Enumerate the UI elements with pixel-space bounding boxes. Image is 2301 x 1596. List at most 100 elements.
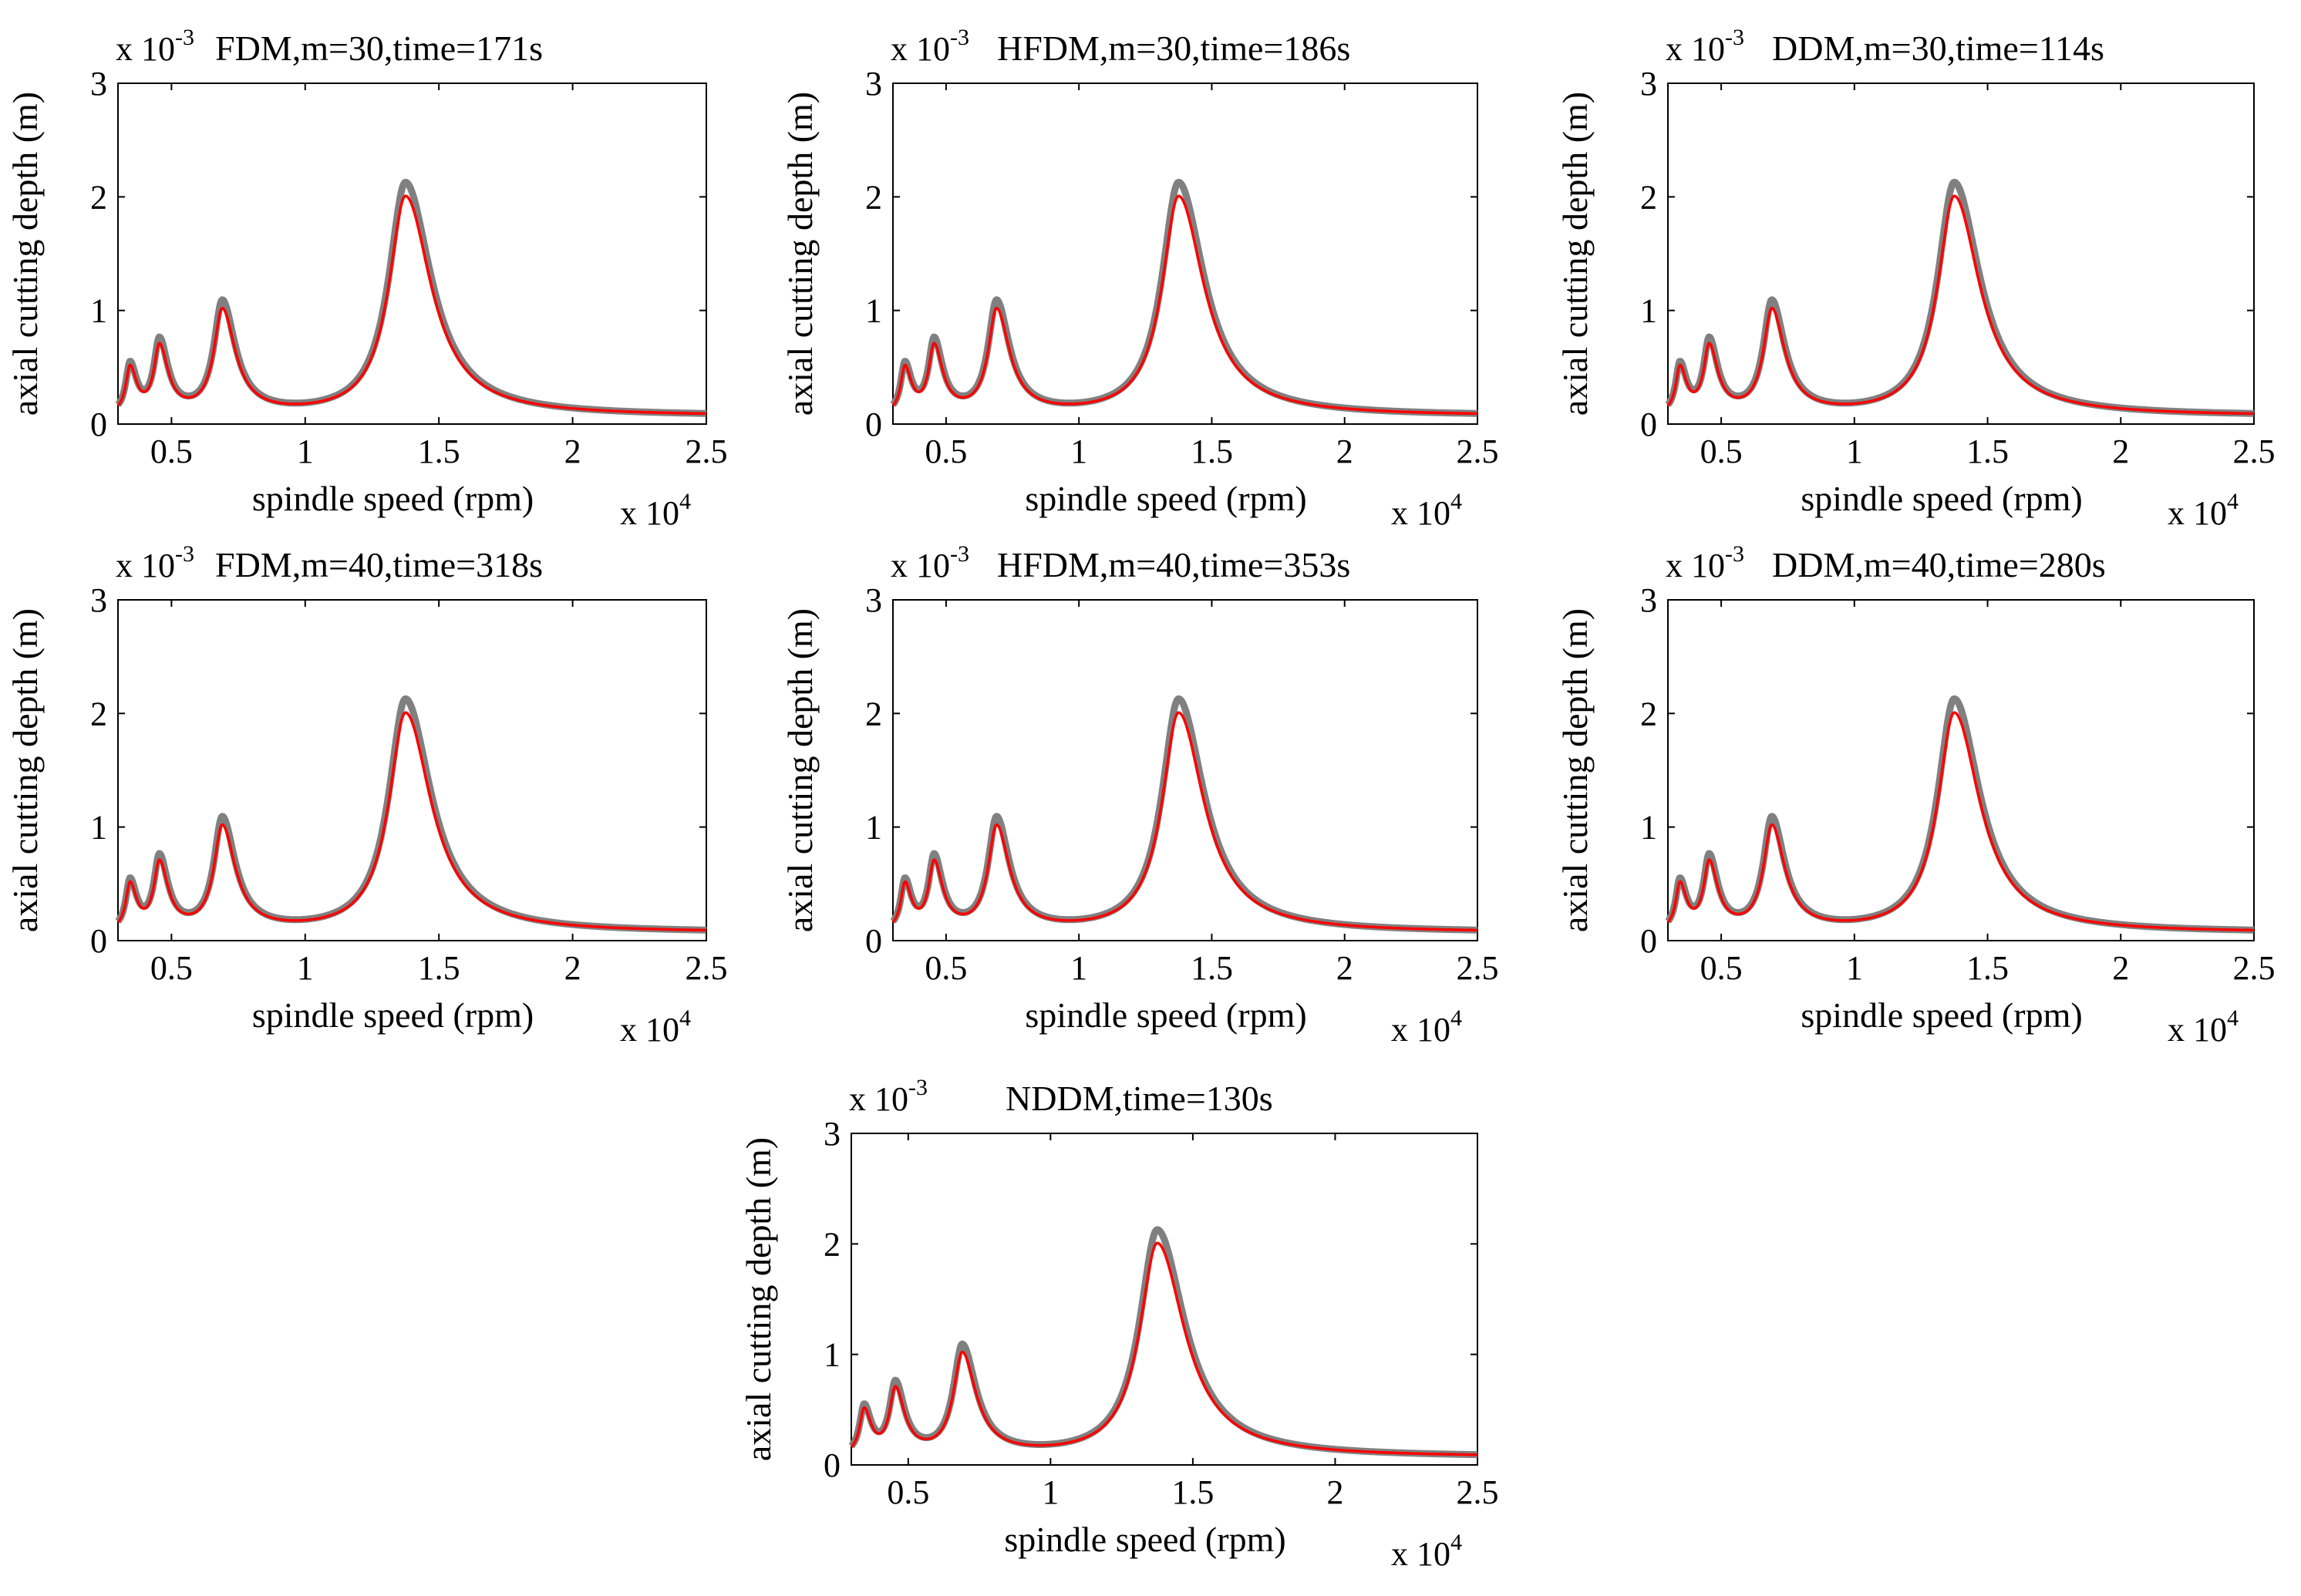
chart-title: FDM,m=40,time=318s <box>215 545 543 584</box>
plot-frame <box>1667 82 2255 425</box>
plot-frame <box>892 599 1478 941</box>
x-tick-label: 0.5 <box>925 433 967 470</box>
x-tick-label: 1 <box>1846 949 1863 987</box>
chart-title: HFDM,m=40,time=353s <box>997 545 1350 584</box>
y-axis-label: axial cutting depth (m) <box>780 608 820 932</box>
x-tick-label: 1.5 <box>1171 1473 1214 1511</box>
y-axis-label: axial cutting depth (m) <box>1555 92 1595 416</box>
x-axis-label: spindle speed (rpm) <box>1025 995 1306 1035</box>
x-axis-label: spindle speed (rpm) <box>1025 479 1306 518</box>
y-tick-label: 1 <box>90 292 107 330</box>
x-tick-label: 1.5 <box>1191 949 1233 987</box>
y-tick-label: 0 <box>865 922 882 960</box>
y-tick-label: 2 <box>865 178 882 216</box>
x-tick-label: 1 <box>297 949 314 987</box>
y-multiplier: x 10-3 <box>891 25 969 68</box>
chart-panel-4: 0.5 1 1.5 2 2.5 0 1 2 3 axial cutting depth (m) sp… <box>5 541 728 1049</box>
series-line-reference <box>891 711 1478 932</box>
x-tick-label: 2.5 <box>686 949 728 987</box>
series-line-reference <box>891 194 1478 416</box>
y-multiplier: x 10-3 <box>1666 25 1744 68</box>
x-tick-label: 2 <box>1336 433 1353 470</box>
x-multiplier: x 104 <box>1391 1005 1462 1049</box>
y-tick-label: 0 <box>90 406 107 443</box>
y-tick-label: 2 <box>1640 178 1657 216</box>
y-tick-label: 1 <box>90 809 107 847</box>
y-tick-label: 0 <box>824 1446 841 1484</box>
chart-title: DDM,m=40,time=280s <box>1772 545 2106 584</box>
y-tick-label: 1 <box>824 1336 841 1374</box>
y-multiplier: x 10-3 <box>1666 541 1744 584</box>
x-axis-label: spindle speed (rpm) <box>1801 995 2082 1035</box>
x-axis-label: spindle speed (rpm) <box>1004 1520 1285 1559</box>
x-tick-label: 2 <box>1336 949 1353 987</box>
x-tick-label: 2.5 <box>2233 433 2276 470</box>
x-tick-label: 2 <box>2112 949 2129 987</box>
y-axis-label: axial cutting depth (m) <box>5 92 45 416</box>
chart-panel-2: 0.5 1 1.5 2 2.5 0 1 2 3 axial cutting depth (m) sp… <box>780 25 1499 532</box>
x-tick-label: 1 <box>1070 433 1087 470</box>
x-multiplier: x 104 <box>620 489 691 532</box>
x-tick-label: 1.5 <box>418 433 460 470</box>
y-tick-label: 3 <box>1640 581 1657 619</box>
x-multiplier: x 104 <box>1391 489 1462 532</box>
y-tick-label: 3 <box>824 1115 841 1153</box>
x-multiplier: x 104 <box>1391 1530 1462 1573</box>
y-tick-label: 3 <box>865 65 882 103</box>
chart-title: DDM,m=30,time=114s <box>1772 29 2104 68</box>
x-tick-label: 1 <box>1846 433 1863 470</box>
series-line-reference <box>1666 711 2255 932</box>
x-tick-label: 2 <box>564 949 581 987</box>
chart-panel-3: 0.5 1 1.5 2 2.5 0 1 2 3 axial cutting depth (m) sp… <box>1555 25 2276 532</box>
x-axis-label: spindle speed (rpm) <box>252 479 534 518</box>
x-tick-label: 2 <box>2112 433 2129 470</box>
x-tick-label: 1 <box>1070 949 1087 987</box>
x-tick-label: 2.5 <box>686 433 728 470</box>
chart-panel-6: 0.5 1 1.5 2 2.5 0 1 2 3 axial cutting depth (m) sp… <box>1555 541 2276 1049</box>
x-tick-label: 0.5 <box>150 949 193 987</box>
y-tick-label: 3 <box>1640 65 1657 103</box>
x-tick-label: 0.5 <box>150 433 193 470</box>
x-multiplier: x 104 <box>620 1005 691 1049</box>
chart-title: NDDM,time=130s <box>1006 1079 1273 1118</box>
x-tick-label: 2 <box>1326 1473 1343 1511</box>
y-tick-label: 3 <box>90 65 107 103</box>
y-multiplier: x 10-3 <box>116 541 194 584</box>
x-tick-label: 0.5 <box>1700 433 1743 470</box>
x-tick-label: 1.5 <box>418 949 460 987</box>
chart-panel-7: 0.5 1 1.5 2 2.5 0 1 2 3 axial cutting depth (m) sp… <box>739 1075 1499 1573</box>
x-tick-label: 1 <box>1042 1473 1059 1511</box>
y-tick-label: 0 <box>865 406 882 443</box>
x-tick-label: 1.5 <box>1191 433 1233 470</box>
x-tick-label: 1.5 <box>1966 433 2009 470</box>
x-axis-label: spindle speed (rpm) <box>252 995 534 1035</box>
y-axis-label: axial cutting depth (m) <box>780 92 820 416</box>
y-tick-label: 2 <box>865 695 882 732</box>
y-tick-label: 1 <box>1640 292 1657 330</box>
y-axis-label: axial cutting depth (m) <box>5 608 45 932</box>
chart-title: FDM,m=30,time=171s <box>215 29 543 68</box>
x-multiplier: x 104 <box>2168 489 2239 532</box>
y-tick-label: 2 <box>90 695 107 732</box>
x-axis-label: spindle speed (rpm) <box>1801 479 2082 518</box>
plot-frame <box>117 599 707 941</box>
y-tick-label: 1 <box>1640 809 1657 847</box>
x-tick-label: 2 <box>564 433 581 470</box>
series-line-reference <box>116 711 707 932</box>
x-tick-label: 2.5 <box>2233 949 2276 987</box>
y-multiplier: x 10-3 <box>891 541 969 584</box>
y-tick-label: 1 <box>865 292 882 330</box>
series-line-reference <box>850 1241 1478 1456</box>
y-tick-label: 2 <box>1640 695 1657 732</box>
y-multiplier: x 10-3 <box>116 25 194 68</box>
chart-panel-5: 0.5 1 1.5 2 2.5 0 1 2 3 axial cutting depth (m) sp… <box>780 541 1499 1049</box>
x-tick-label: 2.5 <box>1457 1473 1499 1511</box>
series-line-reference <box>116 194 707 416</box>
y-tick-label: 2 <box>824 1225 841 1263</box>
plot-frame <box>1667 599 2255 941</box>
y-axis-label: axial cutting depth (m) <box>1555 608 1595 932</box>
chart-panel-1: 0.5 1 1.5 2 2.5 0 1 2 3 axial cutting depth (m) sp… <box>5 25 728 532</box>
y-tick-label: 3 <box>865 581 882 619</box>
plot-frame <box>851 1133 1478 1466</box>
